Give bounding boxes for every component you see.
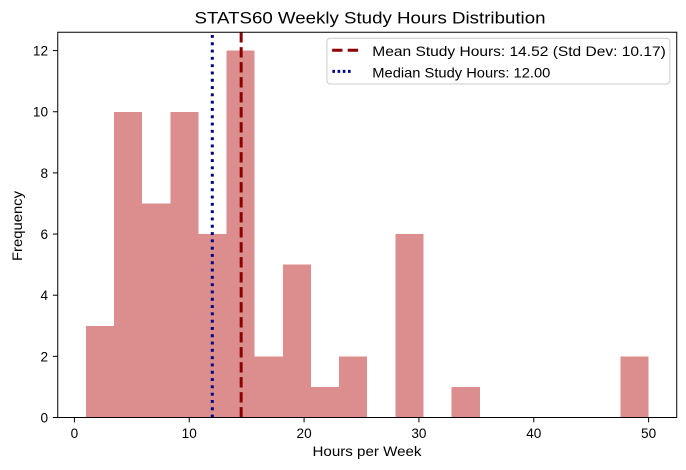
svg-text:4: 4	[40, 288, 48, 303]
svg-text:8: 8	[40, 166, 48, 181]
svg-text:Median Study Hours: 12.00: Median Study Hours: 12.00	[372, 65, 550, 80]
svg-text:10: 10	[33, 105, 49, 120]
svg-text:2: 2	[40, 349, 48, 364]
svg-text:6: 6	[40, 227, 48, 242]
svg-text:12: 12	[33, 44, 48, 59]
svg-text:0: 0	[71, 426, 79, 441]
svg-text:STATS60 Weekly Study Hours Dis: STATS60 Weekly Study Hours Distribution	[195, 8, 546, 27]
svg-text:0: 0	[40, 410, 48, 425]
svg-text:Hours per Week: Hours per Week	[313, 443, 422, 459]
svg-text:50: 50	[641, 426, 657, 441]
svg-text:40: 40	[526, 426, 542, 441]
svg-text:10: 10	[182, 426, 198, 441]
svg-text:30: 30	[411, 426, 427, 441]
svg-text:Frequency: Frequency	[9, 191, 25, 261]
svg-text:20: 20	[297, 426, 313, 441]
svg-text:Mean Study Hours: 14.52 (Std D: Mean Study Hours: 14.52 (Std Dev: 10.17)	[372, 44, 666, 59]
